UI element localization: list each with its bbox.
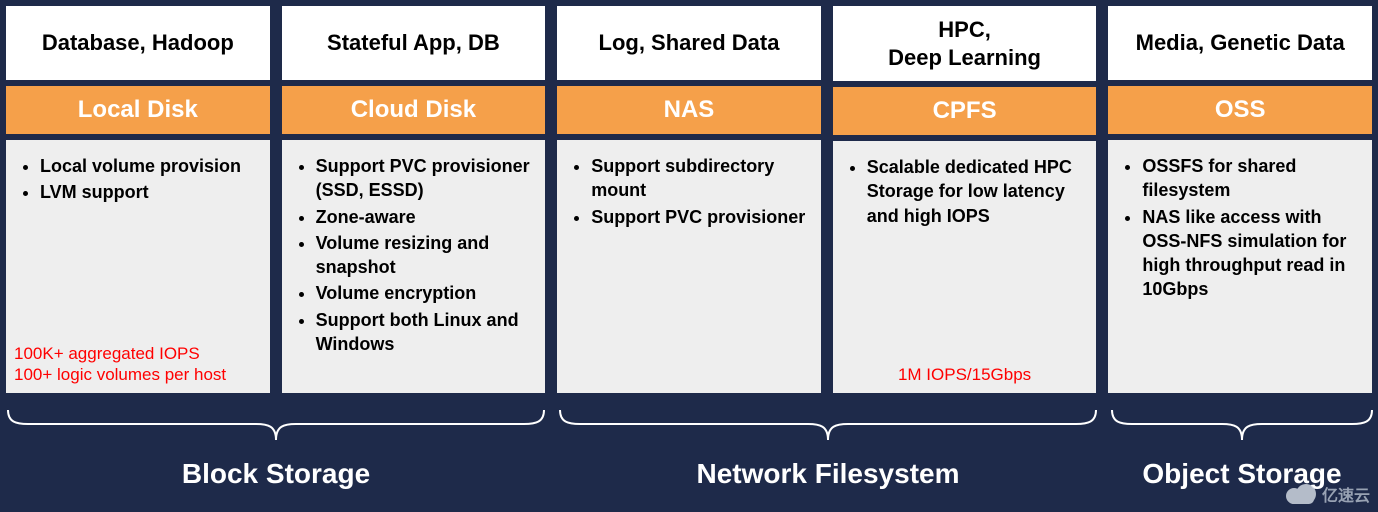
bullet-list: Scalable dedicated HPC Storage for low l… bbox=[843, 155, 1087, 228]
column-header: Media, Genetic Data bbox=[1108, 6, 1372, 80]
bullet-item: Support PVC provisioner (SSD, ESSD) bbox=[316, 154, 536, 203]
column-title: Cloud Disk bbox=[282, 86, 546, 134]
storage-column: Log, Shared Data NAS Support subdirectory … bbox=[557, 6, 821, 393]
bullet-item: OSSFS for shared filesystem bbox=[1142, 154, 1362, 203]
column-body: Support PVC provisioner (SSD, ESSD)Zone-… bbox=[282, 140, 546, 393]
groups-container: Block Storage Network Filesystem Object St… bbox=[0, 410, 1378, 510]
column-footnote: 1M IOPS/15Gbps bbox=[841, 364, 1089, 385]
bullet-list: Local volume provisionLVM support bbox=[16, 154, 260, 205]
brace-icon bbox=[558, 410, 1098, 440]
bullet-list: Support PVC provisioner (SSD, ESSD)Zone-… bbox=[292, 154, 536, 356]
group-label: Block Storage bbox=[6, 458, 546, 490]
storage-group: Block Storage bbox=[6, 410, 546, 490]
column-body: Local volume provisionLVM support 100K+ a… bbox=[6, 140, 270, 393]
watermark-text: 亿速云 bbox=[1322, 482, 1370, 506]
bullet-list: Support subdirectory mountSupport PVC pr… bbox=[567, 154, 811, 229]
bullet-item: Support subdirectory mount bbox=[591, 154, 811, 203]
storage-column: Database, Hadoop Local Disk Local volume p… bbox=[6, 6, 270, 393]
column-body: Support subdirectory mountSupport PVC pr… bbox=[557, 140, 821, 393]
group-label: Network Filesystem bbox=[558, 458, 1098, 490]
column-body: OSSFS for shared filesystemNAS like acce… bbox=[1108, 140, 1372, 393]
bullet-item: Volume encryption bbox=[316, 281, 536, 305]
column-header: HPC, Deep Learning bbox=[833, 6, 1097, 81]
storage-group: Network Filesystem bbox=[558, 410, 1098, 490]
columns-container: Database, Hadoop Local Disk Local volume p… bbox=[0, 0, 1378, 393]
storage-column: HPC, Deep Learning CPFS Scalable dedicated… bbox=[833, 6, 1097, 393]
bullet-item: LVM support bbox=[40, 180, 260, 204]
column-header: Log, Shared Data bbox=[557, 6, 821, 80]
cloud-icon bbox=[1286, 484, 1316, 504]
bullet-list: OSSFS for shared filesystemNAS like acce… bbox=[1118, 154, 1362, 302]
bullet-item: Local volume provision bbox=[40, 154, 260, 178]
bullet-item: Zone-aware bbox=[316, 205, 536, 229]
column-header: Stateful App, DB bbox=[282, 6, 546, 80]
watermark: 亿速云 bbox=[1286, 482, 1370, 506]
brace-icon bbox=[6, 410, 546, 440]
column-title: OSS bbox=[1108, 86, 1372, 134]
column-body: Scalable dedicated HPC Storage for low l… bbox=[833, 141, 1097, 393]
column-title: Local Disk bbox=[6, 86, 270, 134]
bullet-item: Support PVC provisioner bbox=[591, 205, 811, 229]
brace-icon bbox=[1110, 410, 1374, 440]
bullet-item: Volume resizing and snapshot bbox=[316, 231, 536, 280]
storage-group: Object Storage bbox=[1110, 410, 1374, 490]
column-header: Database, Hadoop bbox=[6, 6, 270, 80]
column-title: NAS bbox=[557, 86, 821, 134]
bullet-item: NAS like access with OSS-NFS simulation … bbox=[1142, 205, 1362, 302]
column-title: CPFS bbox=[833, 87, 1097, 135]
bullet-item: Support both Linux and Windows bbox=[316, 308, 536, 357]
column-footnote: 100K+ aggregated IOPS 100+ logic volumes… bbox=[14, 343, 262, 386]
storage-column: Media, Genetic Data OSS OSSFS for shared f… bbox=[1108, 6, 1372, 393]
storage-column: Stateful App, DB Cloud Disk Support PVC pr… bbox=[282, 6, 546, 393]
bullet-item: Scalable dedicated HPC Storage for low l… bbox=[867, 155, 1087, 228]
